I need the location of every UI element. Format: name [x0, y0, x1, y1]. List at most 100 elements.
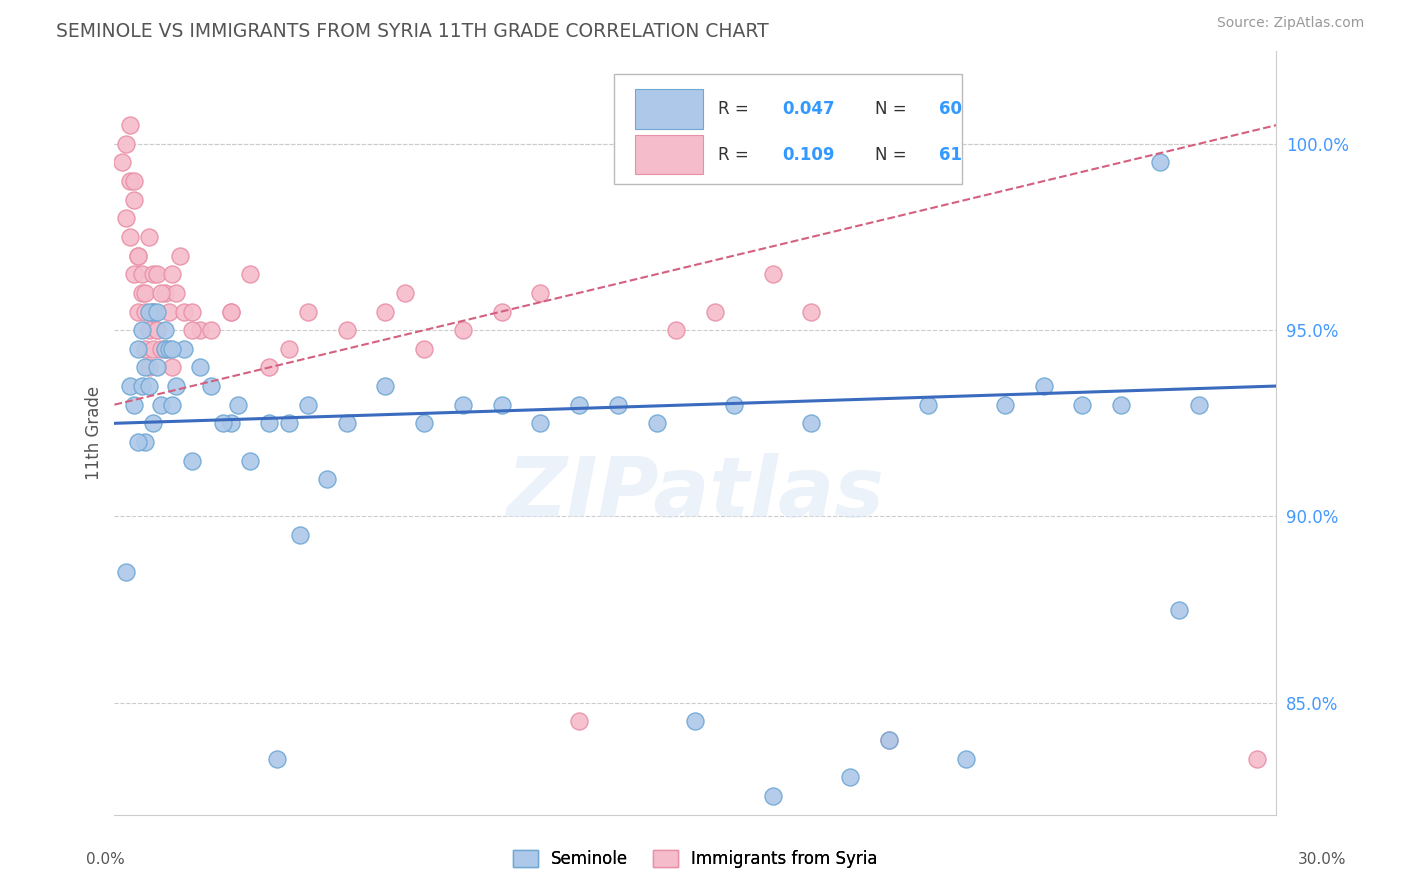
Y-axis label: 11th Grade: 11th Grade — [86, 385, 103, 480]
Point — [219, 304, 242, 318]
Point — [142, 417, 165, 431]
Point — [146, 323, 169, 337]
Text: 0.047: 0.047 — [782, 100, 835, 118]
Point — [138, 304, 160, 318]
Point — [290, 528, 312, 542]
Text: 61: 61 — [939, 145, 962, 163]
Text: ZIPatlas: ZIPatlas — [506, 453, 884, 534]
Point — [266, 752, 288, 766]
Point — [131, 379, 153, 393]
Point — [169, 249, 191, 263]
Point — [153, 342, 176, 356]
Point — [122, 193, 145, 207]
Point — [138, 230, 160, 244]
Text: R =: R = — [718, 100, 755, 118]
Point — [413, 342, 436, 356]
Point — [451, 398, 474, 412]
Point — [336, 417, 359, 431]
Point — [146, 323, 169, 337]
Point — [142, 342, 165, 356]
Point — [122, 267, 145, 281]
Point — [277, 342, 299, 356]
Point — [131, 285, 153, 300]
Point — [228, 398, 250, 412]
Point — [127, 434, 149, 449]
Point — [394, 285, 416, 300]
Point — [188, 360, 211, 375]
Text: 30.0%: 30.0% — [1298, 852, 1346, 867]
Point — [297, 398, 319, 412]
Point — [200, 379, 222, 393]
Point — [316, 472, 339, 486]
FancyBboxPatch shape — [614, 74, 963, 185]
Point — [134, 360, 156, 375]
Point — [165, 285, 187, 300]
Point — [127, 249, 149, 263]
Point — [259, 360, 281, 375]
Point — [153, 342, 176, 356]
Point — [645, 417, 668, 431]
Point — [180, 453, 202, 467]
Point — [413, 417, 436, 431]
Point — [703, 304, 725, 318]
Point — [122, 174, 145, 188]
Point — [134, 285, 156, 300]
Point — [336, 323, 359, 337]
Point — [142, 304, 165, 318]
Point — [115, 211, 138, 226]
Point — [173, 304, 195, 318]
Text: Source: ZipAtlas.com: Source: ZipAtlas.com — [1216, 16, 1364, 30]
Point — [297, 304, 319, 318]
Point — [529, 285, 551, 300]
Point — [146, 304, 169, 318]
Point — [200, 323, 222, 337]
Point — [115, 136, 138, 151]
Point — [146, 267, 169, 281]
Point — [665, 323, 688, 337]
Point — [1246, 752, 1268, 766]
Text: 0.0%: 0.0% — [86, 852, 125, 867]
Point — [239, 267, 262, 281]
Text: N =: N = — [876, 100, 912, 118]
Point — [153, 285, 176, 300]
FancyBboxPatch shape — [636, 89, 703, 128]
Point — [917, 398, 939, 412]
Point — [451, 323, 474, 337]
Text: 60: 60 — [939, 100, 962, 118]
Point — [153, 323, 176, 337]
Point — [800, 417, 823, 431]
Point — [568, 714, 591, 729]
Point — [219, 304, 242, 318]
Legend: Seminole, Immigrants from Syria: Seminole, Immigrants from Syria — [506, 844, 884, 875]
Point — [219, 417, 242, 431]
Point — [994, 398, 1017, 412]
Point — [374, 304, 396, 318]
Point — [149, 342, 172, 356]
Text: 0.109: 0.109 — [782, 145, 835, 163]
Point — [173, 342, 195, 356]
Point — [259, 417, 281, 431]
Point — [142, 304, 165, 318]
Point — [122, 398, 145, 412]
Point — [162, 342, 184, 356]
Point — [127, 249, 149, 263]
Point — [877, 733, 900, 747]
Point — [162, 398, 184, 412]
Text: R =: R = — [718, 145, 755, 163]
Point — [374, 379, 396, 393]
Point — [138, 360, 160, 375]
Point — [131, 267, 153, 281]
Point — [568, 398, 591, 412]
Point — [762, 789, 785, 803]
Point — [118, 174, 141, 188]
Point — [157, 342, 180, 356]
Point — [134, 434, 156, 449]
Point — [118, 379, 141, 393]
Point — [142, 267, 165, 281]
Point — [277, 417, 299, 431]
Point — [491, 398, 513, 412]
Point — [877, 733, 900, 747]
Point — [491, 304, 513, 318]
Point — [188, 323, 211, 337]
Text: N =: N = — [876, 145, 912, 163]
